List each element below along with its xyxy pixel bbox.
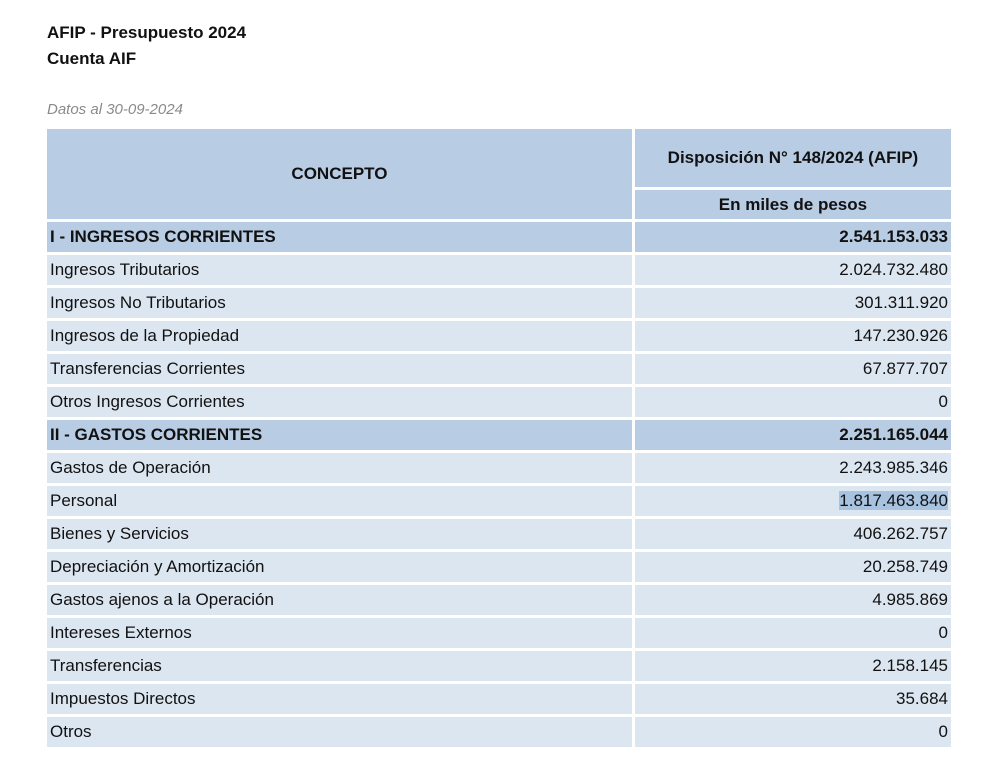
table-row: Gastos de Operación 2.243.985.346 <box>47 453 951 483</box>
row-concept: Ingresos de la Propiedad <box>47 321 632 351</box>
row-concept: Transferencias Corrientes <box>47 354 632 384</box>
table-row: Transferencias 2.158.145 <box>47 651 951 681</box>
row-value: 67.877.707 <box>634 354 951 384</box>
row-concept: Otros <box>47 717 632 747</box>
table-row: Personal 1.817.463.840 <box>47 486 951 516</box>
table-body: I - INGRESOS CORRIENTES 2.541.153.033 In… <box>47 222 951 747</box>
table-row: I - INGRESOS CORRIENTES 2.541.153.033 <box>47 222 951 252</box>
row-concept: II - GASTOS CORRIENTES <box>47 420 632 450</box>
row-concept: I - INGRESOS CORRIENTES <box>47 222 632 252</box>
document-subtitle: Cuenta AIF <box>47 49 137 68</box>
table-row: Transferencias Corrientes 67.877.707 <box>47 354 951 384</box>
row-value: 35.684 <box>634 684 951 714</box>
row-concept: Impuestos Directos <box>47 684 632 714</box>
table-row: Ingresos Tributarios 2.024.732.480 <box>47 255 951 285</box>
data-date: Datos al 30-09-2024 <box>47 101 183 118</box>
row-value: 2.541.153.033 <box>634 222 951 252</box>
table-row: Otros 0 <box>47 717 951 747</box>
table-row: Depreciación y Amortización 20.258.749 <box>47 552 951 582</box>
row-value: 301.311.920 <box>634 288 951 318</box>
row-concept: Intereses Externos <box>47 618 632 648</box>
table-row: II - GASTOS CORRIENTES 2.251.165.044 <box>47 420 951 450</box>
table-row: Impuestos Directos 35.684 <box>47 684 951 714</box>
row-concept: Gastos de Operación <box>47 453 632 483</box>
row-value: 20.258.749 <box>634 552 951 582</box>
row-concept: Ingresos Tributarios <box>47 255 632 285</box>
row-value[interactable]: 1.817.463.840 <box>634 486 951 516</box>
row-concept: Bienes y Servicios <box>47 519 632 549</box>
document-title: AFIP - Presupuesto 2024 <box>47 23 247 42</box>
row-value: 0 <box>634 717 951 747</box>
table-row: Bienes y Servicios 406.262.757 <box>47 519 951 549</box>
row-concept: Personal <box>47 486 632 516</box>
row-value: 2.243.985.346 <box>634 453 951 483</box>
row-concept: Depreciación y Amortización <box>47 552 632 582</box>
row-value: 4.985.869 <box>634 585 951 615</box>
row-concept: Otros Ingresos Corrientes <box>47 387 632 417</box>
table-row: Ingresos No Tributarios 301.311.920 <box>47 288 951 318</box>
header-concept: CONCEPTO <box>47 129 632 219</box>
row-value: 2.158.145 <box>634 651 951 681</box>
table-row: Otros Ingresos Corrientes 0 <box>47 387 951 417</box>
row-value: 2.251.165.044 <box>634 420 951 450</box>
row-concept: Transferencias <box>47 651 632 681</box>
budget-table: CONCEPTO Disposición N° 148/2024 (AFIP) … <box>44 126 954 750</box>
row-value: 406.262.757 <box>634 519 951 549</box>
header-units: En miles de pesos <box>634 190 951 219</box>
row-concept: Ingresos No Tributarios <box>47 288 632 318</box>
table-row: Ingresos de la Propiedad 147.230.926 <box>47 321 951 351</box>
selected-value-text[interactable]: 1.817.463.840 <box>839 491 948 510</box>
header-disposition: Disposición N° 148/2024 (AFIP) <box>634 129 951 187</box>
row-value: 147.230.926 <box>634 321 951 351</box>
row-concept: Gastos ajenos a la Operación <box>47 585 632 615</box>
table-row: Gastos ajenos a la Operación 4.985.869 <box>47 585 951 615</box>
table-row: Intereses Externos 0 <box>47 618 951 648</box>
row-value: 0 <box>634 618 951 648</box>
row-value: 0 <box>634 387 951 417</box>
row-value: 2.024.732.480 <box>634 255 951 285</box>
table-header: CONCEPTO Disposición N° 148/2024 (AFIP) … <box>47 129 951 219</box>
